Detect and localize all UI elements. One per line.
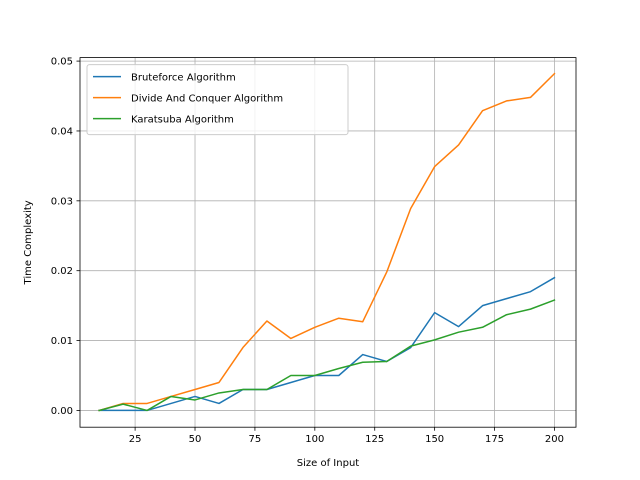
legend: Bruteforce Algorithm Divide And Conquer A… (86, 64, 349, 136)
y-tick-label: 0.04 (51, 126, 73, 137)
y-tick-label: 0.00 (51, 406, 73, 417)
y-tick-label: 0.05 (51, 57, 73, 68)
x-tick-label: 25 (129, 434, 142, 445)
series-lines (98, 72, 556, 412)
x-tick-label: 150 (425, 434, 444, 445)
series-line-2 (98, 72, 556, 412)
x-axis-label: Size of Input (297, 458, 359, 469)
y-axis-label: Time Complexity (23, 200, 34, 285)
series-line-1 (98, 276, 556, 412)
x-axis-ticks: 25 50 75 100 125 150 175 200 (129, 427, 564, 445)
legend-box (86, 64, 349, 136)
x-tick-label: 75 (249, 434, 262, 445)
y-tick-label: 0.02 (51, 266, 73, 277)
x-tick-label: 125 (365, 434, 384, 445)
x-tick-label: 50 (189, 434, 202, 445)
legend-label: Divide And Conquer Algorithm (131, 94, 283, 105)
series-line-3 (98, 299, 556, 412)
y-axis-ticks: 0.00 0.01 0.02 0.03 0.04 0.05 (51, 57, 80, 417)
legend-label: Bruteforce Algorithm (131, 73, 236, 84)
legend-label: Karatsuba Algorithm (131, 115, 234, 126)
x-tick-label: 175 (485, 434, 504, 445)
x-tick-label: 200 (545, 434, 564, 445)
y-tick-label: 0.01 (51, 336, 73, 347)
y-tick-label: 0.03 (51, 196, 73, 207)
plot-frame (79, 57, 577, 428)
x-tick-label: 100 (305, 434, 324, 445)
